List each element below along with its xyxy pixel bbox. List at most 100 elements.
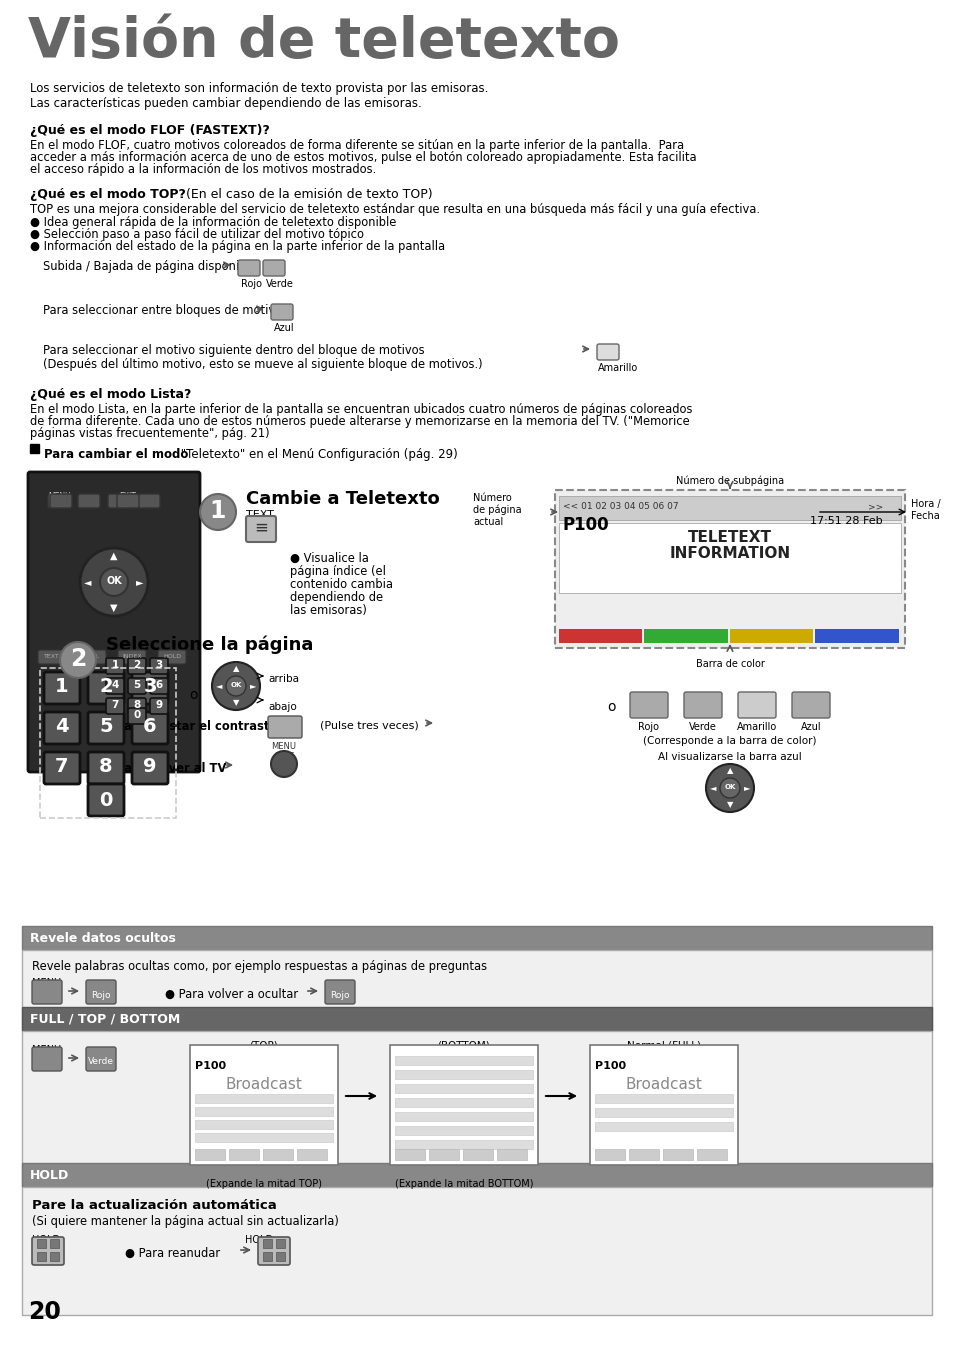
Bar bbox=[50, 1239, 59, 1247]
Bar bbox=[558, 495, 900, 520]
Bar bbox=[589, 1045, 738, 1165]
Bar bbox=[644, 629, 727, 643]
FancyBboxPatch shape bbox=[48, 494, 70, 508]
Bar bbox=[429, 1149, 458, 1160]
Bar bbox=[662, 1149, 692, 1160]
FancyBboxPatch shape bbox=[78, 494, 100, 508]
Text: EXIT: EXIT bbox=[119, 491, 136, 501]
Text: (Pulse tres veces): (Pulse tres veces) bbox=[319, 720, 422, 730]
Text: Azul: Azul bbox=[274, 323, 294, 333]
Bar bbox=[229, 1149, 258, 1160]
Text: Hora /
Fecha: Hora / Fecha bbox=[910, 500, 940, 521]
Text: (En el caso de la emisión de texto TOP): (En el caso de la emisión de texto TOP) bbox=[182, 188, 432, 201]
Text: Número de subpágina: Número de subpágina bbox=[676, 477, 783, 486]
Text: Broadcast: Broadcast bbox=[625, 1077, 701, 1092]
Bar bbox=[462, 1149, 493, 1160]
FancyBboxPatch shape bbox=[88, 784, 124, 815]
Text: Revele palabras ocultas como, por ejemplo respuestas a páginas de preguntas: Revele palabras ocultas como, por ejempl… bbox=[32, 960, 487, 973]
Bar bbox=[395, 1139, 533, 1149]
Text: Verde: Verde bbox=[88, 1057, 113, 1066]
FancyBboxPatch shape bbox=[268, 716, 302, 738]
Text: 8: 8 bbox=[133, 701, 140, 710]
Bar bbox=[37, 1251, 46, 1261]
Bar bbox=[40, 668, 175, 818]
Text: ¿Qué es el modo TOP?: ¿Qué es el modo TOP? bbox=[30, 188, 186, 201]
Bar bbox=[263, 1149, 293, 1160]
Text: MENU: MENU bbox=[32, 1045, 61, 1054]
Text: TEXT: TEXT bbox=[44, 653, 60, 659]
Text: 6: 6 bbox=[143, 717, 156, 737]
Text: Verde: Verde bbox=[266, 279, 294, 289]
Text: HOLD: HOLD bbox=[30, 1169, 70, 1183]
Text: 20: 20 bbox=[28, 1300, 61, 1324]
Text: 2: 2 bbox=[133, 660, 140, 670]
Text: Los servicios de teletexto son información de texto provista por las emisoras.: Los servicios de teletexto son informaci… bbox=[30, 82, 488, 94]
Bar bbox=[190, 1045, 337, 1165]
Text: ►: ► bbox=[743, 783, 749, 792]
Text: ◄: ◄ bbox=[84, 576, 91, 587]
Text: ▼: ▼ bbox=[233, 698, 239, 707]
Circle shape bbox=[226, 676, 246, 697]
Bar bbox=[558, 522, 900, 593]
Text: ▲: ▲ bbox=[111, 551, 117, 562]
Text: Pare la actualización automática: Pare la actualización automática bbox=[32, 1199, 276, 1212]
Bar bbox=[395, 1071, 533, 1079]
Text: MENU: MENU bbox=[49, 491, 71, 501]
Text: TEXT: TEXT bbox=[246, 510, 274, 520]
Text: Barra de color: Barra de color bbox=[695, 659, 763, 670]
Text: páginas vistas frecuentemente", pág. 21): páginas vistas frecuentemente", pág. 21) bbox=[30, 427, 270, 440]
Bar bbox=[595, 1149, 624, 1160]
FancyBboxPatch shape bbox=[106, 678, 124, 694]
Text: 3: 3 bbox=[143, 678, 156, 697]
FancyBboxPatch shape bbox=[150, 698, 168, 714]
Text: MENU: MENU bbox=[272, 743, 296, 751]
Text: 5: 5 bbox=[133, 680, 140, 690]
Circle shape bbox=[212, 662, 260, 710]
Bar bbox=[30, 444, 39, 454]
Text: arriba: arriba bbox=[268, 674, 298, 684]
Bar bbox=[555, 490, 904, 648]
Text: "Teletexto" en el Menú Configuración (pág. 29): "Teletexto" en el Menú Configuración (pá… bbox=[177, 448, 457, 460]
Bar bbox=[390, 1045, 537, 1165]
Text: página índice (el: página índice (el bbox=[290, 566, 385, 578]
FancyBboxPatch shape bbox=[791, 693, 829, 718]
Text: Rojo: Rojo bbox=[91, 991, 111, 999]
Text: Rojo: Rojo bbox=[330, 991, 350, 999]
FancyBboxPatch shape bbox=[117, 494, 139, 508]
FancyBboxPatch shape bbox=[44, 752, 80, 784]
FancyBboxPatch shape bbox=[128, 707, 146, 724]
Circle shape bbox=[271, 751, 296, 778]
FancyBboxPatch shape bbox=[257, 1237, 290, 1265]
FancyBboxPatch shape bbox=[150, 657, 168, 674]
Bar bbox=[497, 1149, 526, 1160]
Text: Broadcast: Broadcast bbox=[225, 1077, 302, 1092]
FancyBboxPatch shape bbox=[32, 1237, 64, 1265]
Text: 2: 2 bbox=[70, 647, 86, 671]
Text: 4: 4 bbox=[55, 717, 69, 737]
Bar bbox=[22, 1007, 931, 1031]
Text: Rojo: Rojo bbox=[638, 722, 659, 732]
Text: ◄: ◄ bbox=[709, 783, 716, 792]
Bar bbox=[22, 950, 931, 1030]
Text: o: o bbox=[190, 688, 198, 702]
Text: (TOP): (TOP) bbox=[250, 1040, 278, 1050]
Bar bbox=[194, 1133, 333, 1142]
Bar bbox=[22, 1031, 931, 1187]
FancyBboxPatch shape bbox=[128, 678, 146, 694]
FancyBboxPatch shape bbox=[128, 698, 146, 714]
Text: Al visualizarse la barra azul: Al visualizarse la barra azul bbox=[658, 752, 801, 761]
Bar bbox=[558, 629, 641, 643]
Text: ≡: ≡ bbox=[253, 518, 268, 537]
FancyBboxPatch shape bbox=[132, 672, 168, 703]
Text: ►: ► bbox=[136, 576, 144, 587]
Text: Para seleccionar entre bloques de motivos: Para seleccionar entre bloques de motivo… bbox=[43, 304, 292, 317]
FancyBboxPatch shape bbox=[158, 649, 186, 664]
Bar bbox=[263, 1251, 272, 1261]
Text: En el modo Lista, en la parte inferior de la pantalla se encuentran ubicados cua: En el modo Lista, en la parte inferior d… bbox=[30, 404, 692, 416]
FancyBboxPatch shape bbox=[237, 261, 260, 275]
Bar bbox=[50, 1251, 59, 1261]
Text: En el modo FLOF, cuatro motivos coloreados de forma diferente se sitúan en la pa: En el modo FLOF, cuatro motivos coloread… bbox=[30, 139, 683, 153]
Text: P100: P100 bbox=[562, 516, 609, 535]
Circle shape bbox=[100, 568, 128, 595]
FancyBboxPatch shape bbox=[78, 649, 106, 664]
